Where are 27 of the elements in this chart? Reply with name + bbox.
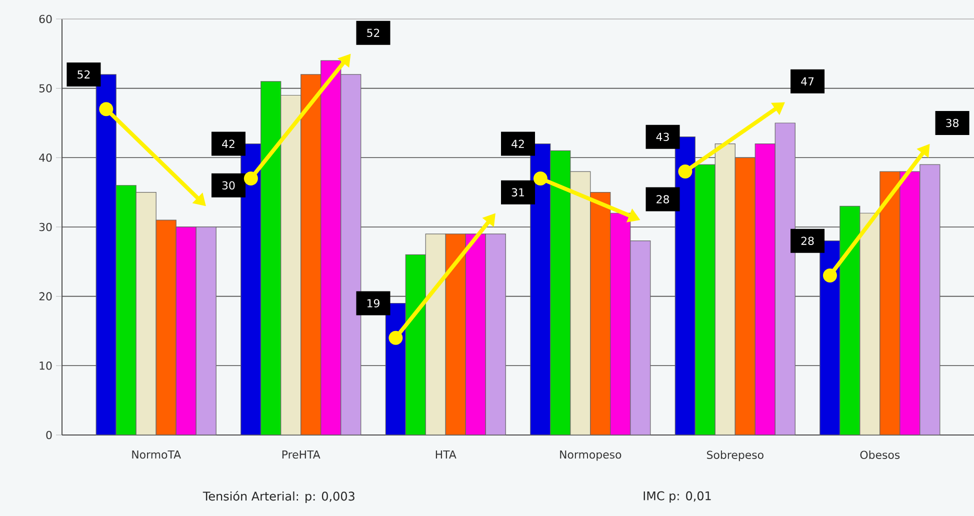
annotation: 43 — [656, 132, 669, 141]
text: IMC p: 0,01 — [644, 491, 711, 503]
y-tick-label: 60 — [39, 14, 52, 24]
annotation: 31 — [512, 188, 524, 196]
annotation: 42 — [222, 140, 234, 148]
y-tick-label: 30 — [39, 222, 52, 232]
annotation: 28 — [801, 236, 814, 245]
annotation: 47 — [801, 77, 814, 86]
y-tick-label: 0 — [46, 430, 52, 440]
annotation: 28 — [656, 195, 669, 204]
y-tick-label: 50 — [39, 84, 52, 92]
x-tick-label: Obesos — [860, 450, 900, 459]
annotation: 42 — [512, 140, 524, 148]
text: Tensión Arterial: p: 0,003 — [202, 490, 354, 504]
y-tick-label: 10 — [40, 362, 52, 370]
x-tick-label: Sobrepeso — [706, 450, 764, 462]
x-tick-label: Normopeso — [560, 450, 622, 461]
y-tick-label: 20 — [39, 292, 52, 300]
annotation: 19 — [367, 299, 380, 308]
y-tick-label: 40 — [39, 154, 52, 162]
annotation: 38 — [946, 118, 959, 128]
annotation: 52 — [78, 70, 90, 79]
x-tick-label: PreHTA — [282, 450, 320, 459]
x-tick-label: NormoTA — [132, 450, 181, 459]
x-tick-label: HTA — [436, 450, 456, 458]
annotation: 30 — [222, 181, 235, 190]
annotation: 52 — [367, 28, 380, 38]
